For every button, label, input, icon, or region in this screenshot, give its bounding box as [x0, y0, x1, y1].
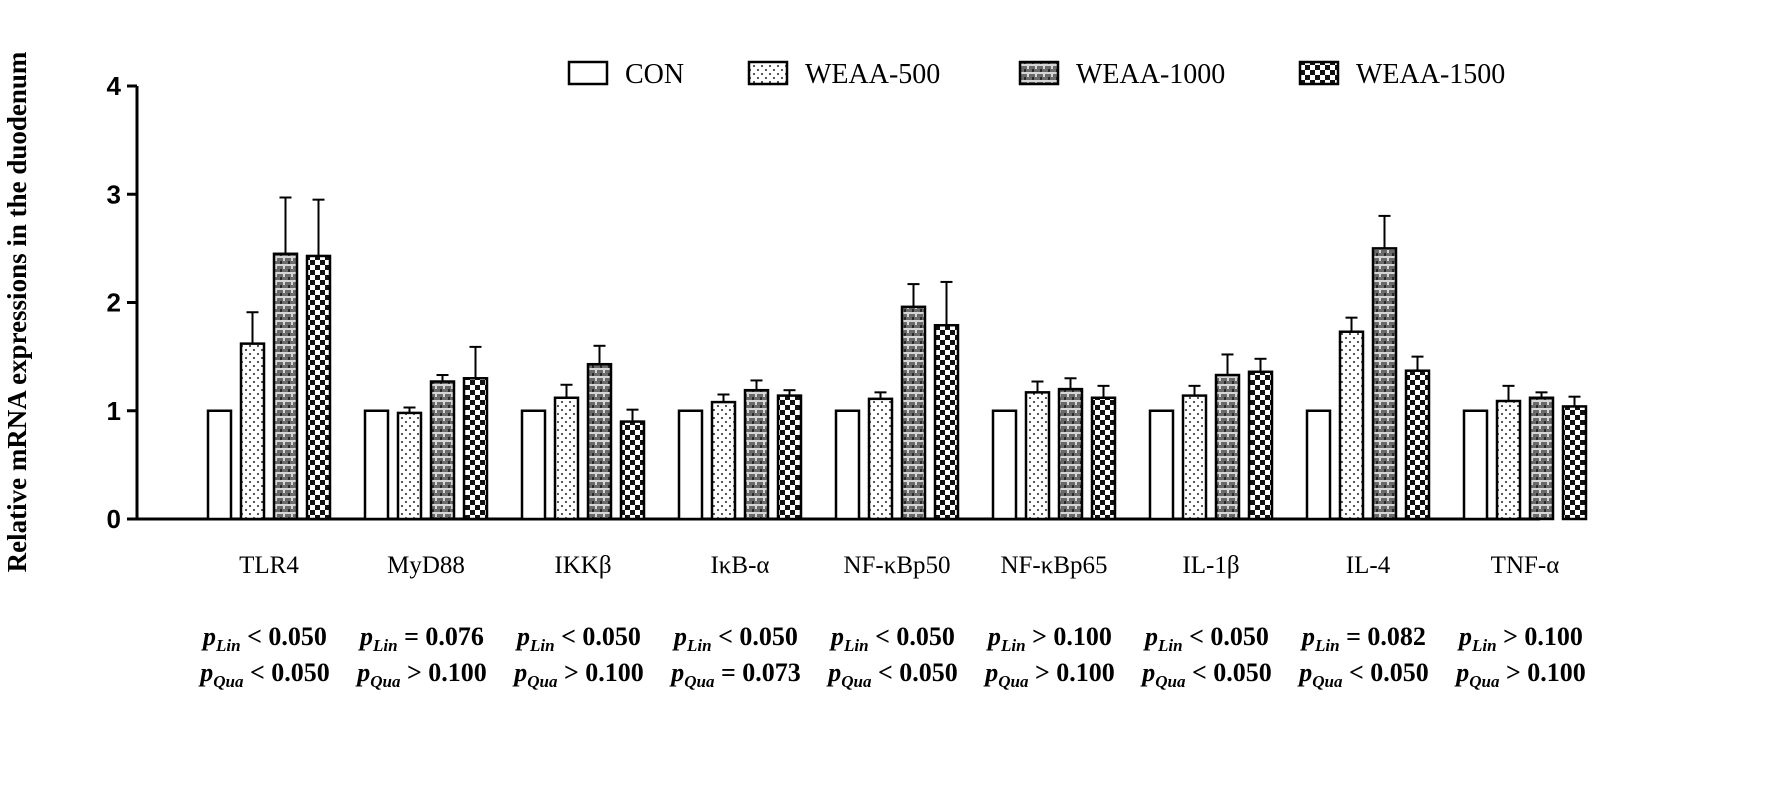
bar-weaa-500-6 [1024, 391, 1051, 521]
bar-weaa-1000-7 [1214, 373, 1241, 521]
legend: CON WEAA-500 WEAA-1000 WEAA-1500 [567, 59, 1505, 90]
x-tick-label: NF-κBp50 [843, 552, 950, 579]
legend-label: WEAA-1000 [1076, 59, 1225, 90]
bar-con-8 [1305, 409, 1332, 521]
bar-weaa-500-7 [1181, 394, 1208, 521]
bar-weaa-1000-9 [1528, 396, 1555, 521]
bar-weaa-1000-3 [586, 362, 613, 521]
legend-swatch-weaa-1000 [1018, 60, 1060, 86]
bar-con-9 [1462, 409, 1489, 521]
p-qua-annotation: pQua < 0.050 [198, 658, 330, 691]
bar-weaa-500-2 [396, 411, 423, 521]
x-tick-label: IL-1β [1182, 552, 1239, 579]
bar-weaa-1500-7 [1247, 370, 1274, 521]
bars-group [206, 247, 1588, 521]
p-qua-annotation: pQua < 0.050 [1140, 658, 1272, 691]
legend-swatch-weaa-1500 [1298, 60, 1340, 86]
x-tick-label: TLR4 [239, 552, 299, 579]
bar-con-5 [834, 409, 861, 521]
p-lin-annotation: pLin < 0.050 [201, 622, 327, 655]
bar-weaa-1500-3 [619, 420, 646, 521]
x-tick-label: NF-κBp65 [1000, 552, 1107, 579]
bar-weaa-1500-8 [1404, 369, 1431, 521]
x-tick-label: IKKβ [554, 552, 611, 579]
p-lin-annotation: pLin > 0.100 [1457, 622, 1583, 655]
legend-label: CON [625, 59, 684, 90]
bar-weaa-1500-4 [776, 394, 803, 521]
y-tick-label: 0 [107, 504, 121, 534]
error-bars-group [246, 196, 1581, 422]
legend-label: WEAA-1500 [1356, 59, 1505, 90]
bar-con-7 [1148, 409, 1175, 521]
bar-weaa-1500-6 [1090, 396, 1117, 521]
p-qua-annotation: pQua < 0.050 [1297, 658, 1429, 691]
y-tick-label: 3 [107, 179, 121, 209]
bar-weaa-1000-4 [743, 388, 770, 521]
bar-weaa-500-4 [710, 400, 737, 521]
bar-weaa-1000-2 [429, 380, 456, 521]
p-qua-annotation: pQua > 0.100 [512, 658, 644, 691]
legend-swatch-con [567, 60, 609, 86]
p-qua-annotation: pQua < 0.050 [826, 658, 958, 691]
bar-con-6 [991, 409, 1018, 521]
y-tick-label: 1 [107, 396, 121, 426]
bar-weaa-1000-5 [900, 305, 927, 521]
x-tick-label: MyD88 [387, 552, 465, 579]
p-qua-annotation: pQua = 0.073 [669, 658, 801, 691]
x-tick-label: IκB-α [710, 552, 769, 579]
y-axis-label: Relative mRNA expressions in the duodenu… [2, 51, 32, 572]
bar-weaa-1500-9 [1561, 405, 1588, 521]
bar-weaa-1000-1 [272, 252, 299, 521]
bar-weaa-500-5 [867, 397, 894, 521]
p-lin-annotation: pLin > 0.100 [986, 622, 1112, 655]
bar-weaa-500-3 [553, 396, 580, 521]
y-tick-label: 2 [107, 288, 121, 318]
bar-con-2 [363, 409, 390, 521]
x-tick-label: TNF-α [1491, 552, 1560, 579]
y-tick-label: 4 [107, 71, 122, 101]
bar-con-4 [677, 409, 704, 521]
bar-weaa-500-8 [1338, 330, 1365, 521]
p-qua-annotation: pQua > 0.100 [983, 658, 1115, 691]
p-lin-annotation: pLin < 0.050 [515, 622, 641, 655]
bar-weaa-1500-2 [462, 377, 489, 521]
bar-weaa-1000-8 [1371, 247, 1398, 521]
p-lin-annotation: pLin = 0.076 [358, 622, 484, 655]
legend-label: WEAA-500 [805, 59, 940, 90]
p-lin-annotation: pLin < 0.050 [1143, 622, 1269, 655]
p-lin-annotation: pLin < 0.050 [829, 622, 955, 655]
legend-swatch-weaa-500 [747, 60, 789, 86]
bar-weaa-1500-1 [305, 254, 332, 521]
bar-weaa-1000-6 [1057, 387, 1084, 521]
bar-weaa-500-9 [1495, 399, 1522, 521]
x-tick-label: IL-4 [1346, 552, 1391, 579]
bar-con-1 [206, 409, 233, 521]
bar-con-3 [520, 409, 547, 521]
p-lin-annotation: pLin < 0.050 [672, 622, 798, 655]
p-qua-annotation: pQua > 0.100 [1454, 658, 1586, 691]
bar-weaa-1500-5 [933, 323, 960, 521]
p-qua-annotation: pQua > 0.100 [355, 658, 487, 691]
bar-weaa-500-1 [239, 342, 266, 521]
p-lin-annotation: pLin = 0.082 [1300, 622, 1426, 655]
